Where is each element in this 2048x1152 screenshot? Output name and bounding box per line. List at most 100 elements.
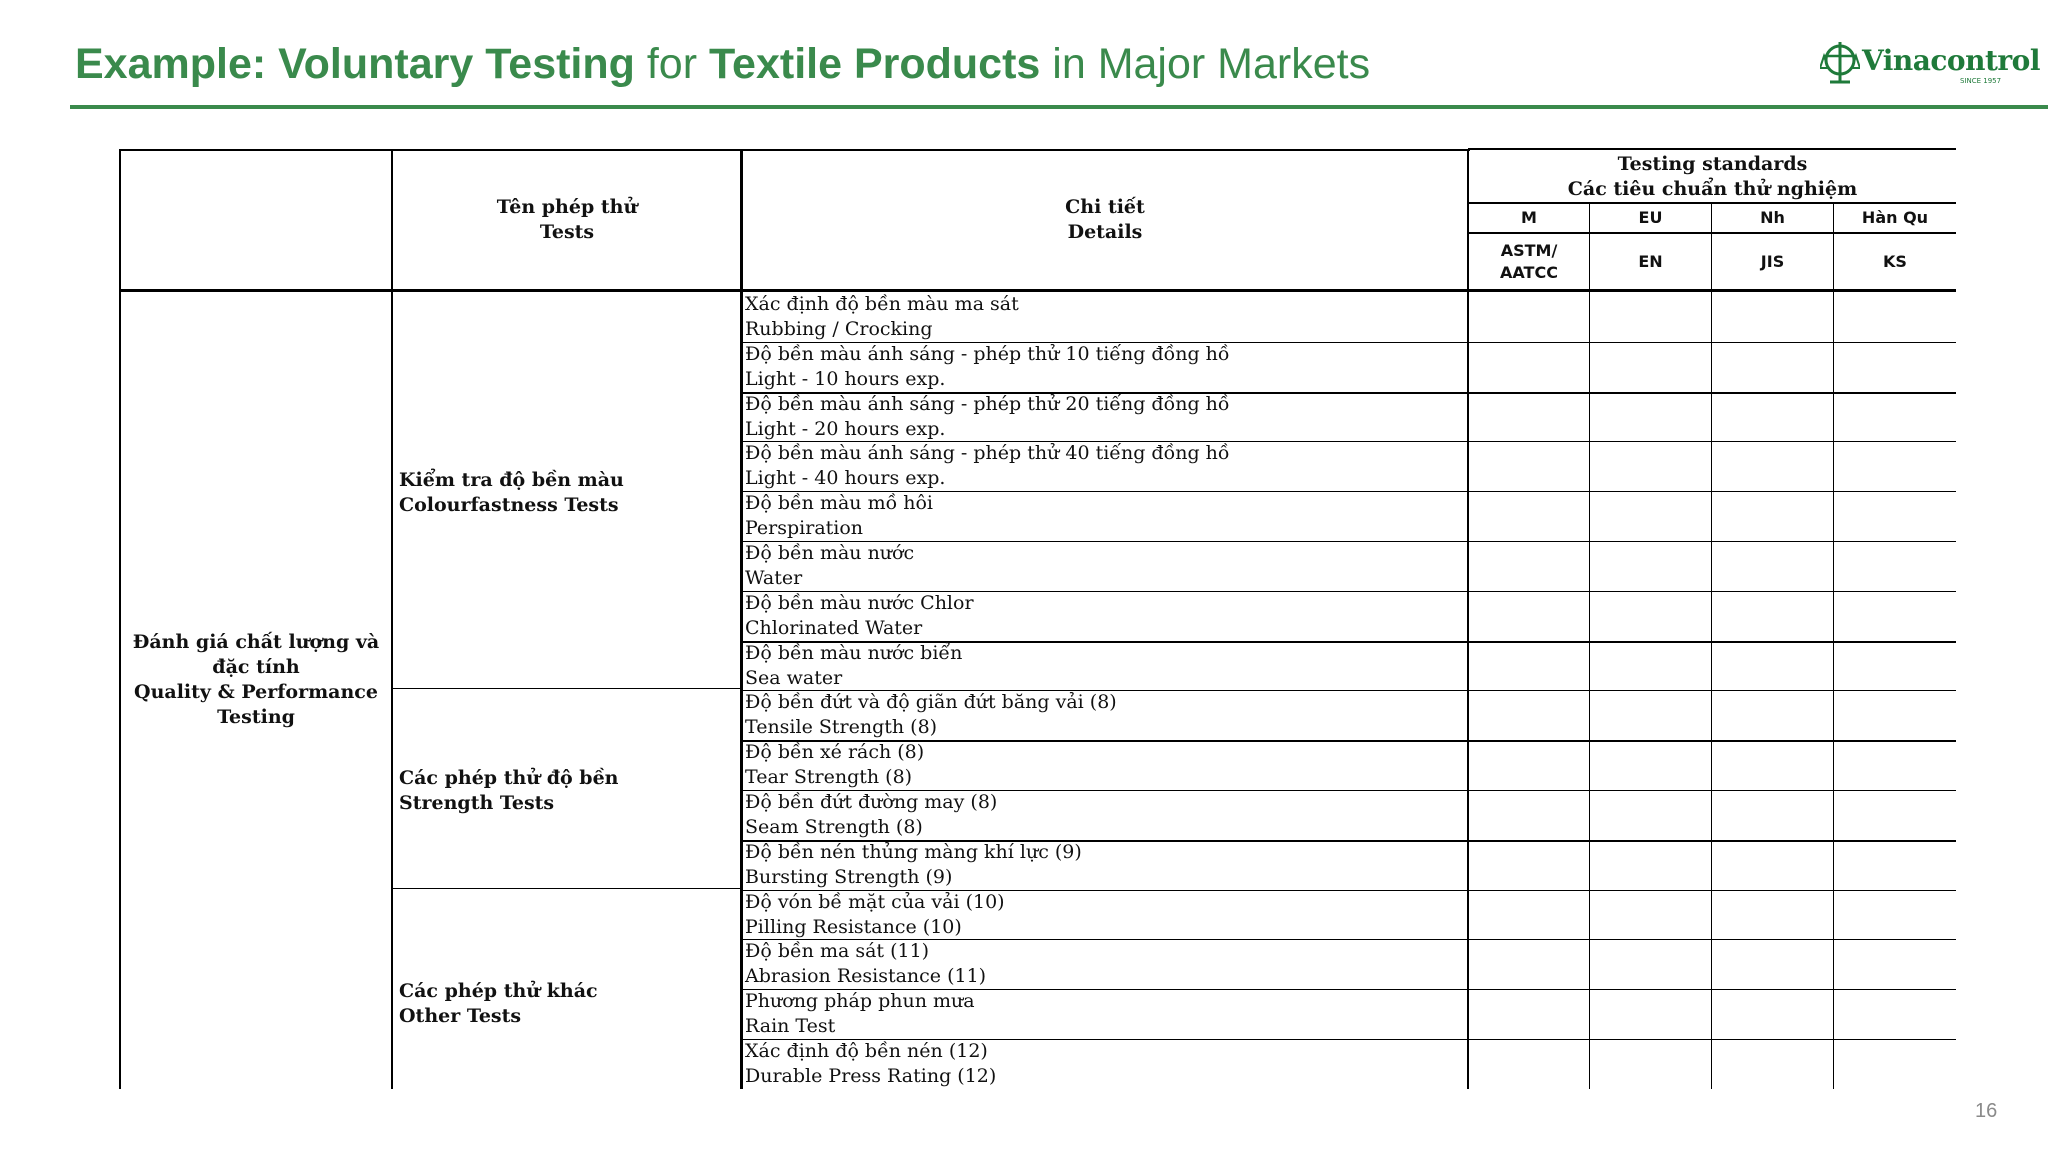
detail-text-vi: Độ bền màu nước Chlor (745, 591, 974, 614)
col-border-us (1589, 202, 1590, 1089)
code-header-en: EN (1638, 251, 1663, 271)
details-header: Chi tiết Details (743, 151, 1467, 289)
tests-header: Tên phép thử Tests (393, 151, 741, 289)
detail-text-vi: Độ vón bề mặt của vải (10) (745, 890, 1005, 913)
detail-row: Độ bền màu mồ hôi Perspiration (745, 491, 1465, 541)
detail-row: Độ bền nén thủng màng khí lực (9) Burstin… (745, 840, 1465, 890)
detail-row: Độ vón bề mặt của vải (10) Pilling Resist… (745, 890, 1465, 940)
row-divider (742, 541, 1956, 542)
code-header-jis: JIS (1760, 251, 1785, 271)
detail-text-vi: Độ bền đứt và độ giãn đứt băng vải (8) (745, 691, 1117, 714)
row-divider (742, 790, 1956, 791)
detail-text-en: Seam Strength (8) (745, 816, 923, 838)
detail-text-vi: Độ bền màu nước (745, 542, 915, 564)
detail-text-vi: Độ bền màu mồ hôi (745, 492, 933, 515)
detail-row: Độ bền màu ánh sáng - phép thử 10 tiếng … (745, 342, 1465, 392)
detail-text-vi: Độ bền màu nước biển (745, 641, 963, 664)
standards-subheader-line (1468, 202, 1956, 204)
detail-row: Độ bền màu ánh sáng - phép thử 40 tiếng … (745, 441, 1465, 491)
detail-text-en: Perspiration (745, 517, 864, 540)
tests-header-vi: Tên phép thử (496, 196, 638, 218)
slide-title: Example: Voluntary Testing for Textile P… (75, 34, 1370, 94)
row-divider (742, 441, 1956, 442)
details-header-en: Details (1067, 221, 1143, 243)
detail-text-en: Light - 10 hours exp. (745, 367, 946, 390)
standards-header-vi: Các tiêu chuẩn thử nghiệm (1567, 177, 1858, 200)
group-divider (392, 688, 742, 689)
market-header-eu: EU (1638, 208, 1663, 227)
page-number: 16 (1975, 1100, 1998, 1122)
detail-text-en: Rain Test (745, 1015, 836, 1038)
detail-text-vi: Phương pháp phun mưa (745, 990, 975, 1013)
group-strength: Các phép thử độ bền Strength Tests (399, 766, 619, 814)
scales-icon (1820, 42, 1860, 84)
detail-row: Xác định độ bền nén (12) Durable Press Ra… (745, 1039, 1465, 1089)
col-border-jp (1833, 202, 1834, 1089)
standards-header: Testing standards Các tiêu chuẩn thử ngh… (1469, 151, 1956, 202)
detail-text-en: Light - 40 hours exp. (745, 467, 946, 490)
group-colourfastness: Kiểm tra độ bền màu Colourfastness Tests (399, 468, 624, 516)
detail-text-vi: Độ bền màu ánh sáng - phép thử 40 tiếng … (745, 442, 1230, 465)
title-divider (70, 105, 2048, 109)
title-part: in Major Markets (1040, 40, 1371, 88)
standards-top-border (1468, 148, 1956, 150)
row-divider (742, 591, 1956, 592)
title-part: for (634, 40, 709, 88)
standards-market-line (1468, 232, 1956, 234)
col-border-tests (740, 149, 743, 1089)
detail-text-vi: Xác định độ bền màu ma sát (745, 293, 1019, 315)
market-header-us: M (1521, 208, 1537, 227)
header-bottom-border (120, 289, 1956, 292)
detail-text-vi: Độ bền đứt đường may (8) (745, 791, 998, 813)
detail-row: Độ bền màu nước Water (745, 541, 1465, 591)
detail-row: Phương pháp phun mưa Rain Test (745, 989, 1465, 1039)
detail-text-vi: Độ bền xé rách (8) (745, 741, 925, 764)
detail-row: Độ bền đứt và độ giãn đứt băng vải (8) Te… (745, 690, 1465, 740)
group-other: Các phép thử khác Other Tests (399, 979, 598, 1027)
tests-header-en: Tests (539, 221, 595, 243)
row-divider (742, 690, 1956, 691)
detail-row: Độ bền đứt đường may (8) Seam Strength (8… (745, 790, 1465, 840)
details-header-vi: Chi tiết (1065, 196, 1145, 218)
detail-text-en: Water (745, 567, 803, 589)
col-border-category (391, 149, 393, 1089)
category-cell: Đánh giá chất lượng và đặc tính Quality … (132, 631, 380, 728)
detail-row: Độ bền màu ánh sáng - phép thử 20 tiếng … (745, 392, 1465, 442)
detail-text-en: Pilling Resistance (10) (745, 915, 962, 938)
market-header-jp: Nh (1760, 208, 1785, 227)
detail-text-vi: Độ bền nén thủng màng khí lực (9) (745, 840, 1082, 863)
table-top-border (120, 149, 1470, 151)
detail-text-en: Tear Strength (8) (745, 766, 913, 789)
detail-text-en: Sea water (745, 666, 843, 689)
detail-text-vi: Xác định độ bền nén (12) (745, 1040, 988, 1062)
col-border-details (1467, 149, 1469, 1089)
detail-text-vi: Độ bền ma sát (11) (745, 940, 930, 963)
group-divider (392, 888, 742, 889)
code-header-astm: ASTM/ AATCC (1500, 240, 1558, 282)
row-divider (742, 392, 1956, 394)
detail-text-en: Tensile Strength (8) (745, 716, 938, 739)
detail-text-en: Light - 20 hours exp. (745, 417, 946, 440)
code-header-ks: KS (1883, 251, 1907, 271)
detail-row: Độ bền màu nước biển Sea water (745, 641, 1465, 691)
col-border-eu (1711, 202, 1712, 1089)
title-part: Example: Voluntary Testing (75, 40, 635, 88)
row-divider (742, 939, 1956, 940)
detail-row: Độ bền ma sát (11) Abrasion Resistance (1… (745, 939, 1465, 989)
title-part: Textile Products (708, 40, 1041, 88)
row-divider (742, 641, 1956, 643)
row-divider (742, 890, 1956, 891)
detail-text-en: Bursting Strength (9) (745, 865, 953, 888)
row-divider (742, 342, 1956, 343)
standards-header-en: Testing standards (1617, 152, 1808, 175)
row-divider (742, 840, 1956, 842)
detail-text-vi: Độ bền màu ánh sáng - phép thử 20 tiếng … (745, 392, 1230, 415)
detail-row: Độ bền màu nước Chlor Chlorinated Water (745, 591, 1465, 641)
logo-wordmark: Vinacontrol (1862, 44, 2040, 77)
logo-tagline: SINCE 1957 (1960, 77, 2002, 85)
market-header-kr: Hàn Qu (1861, 208, 1929, 227)
detail-row: Xác định độ bền màu ma sát Rubbing / Croc… (745, 292, 1465, 342)
detail-text-en: Rubbing / Crocking (745, 318, 933, 340)
row-divider (742, 989, 1956, 990)
